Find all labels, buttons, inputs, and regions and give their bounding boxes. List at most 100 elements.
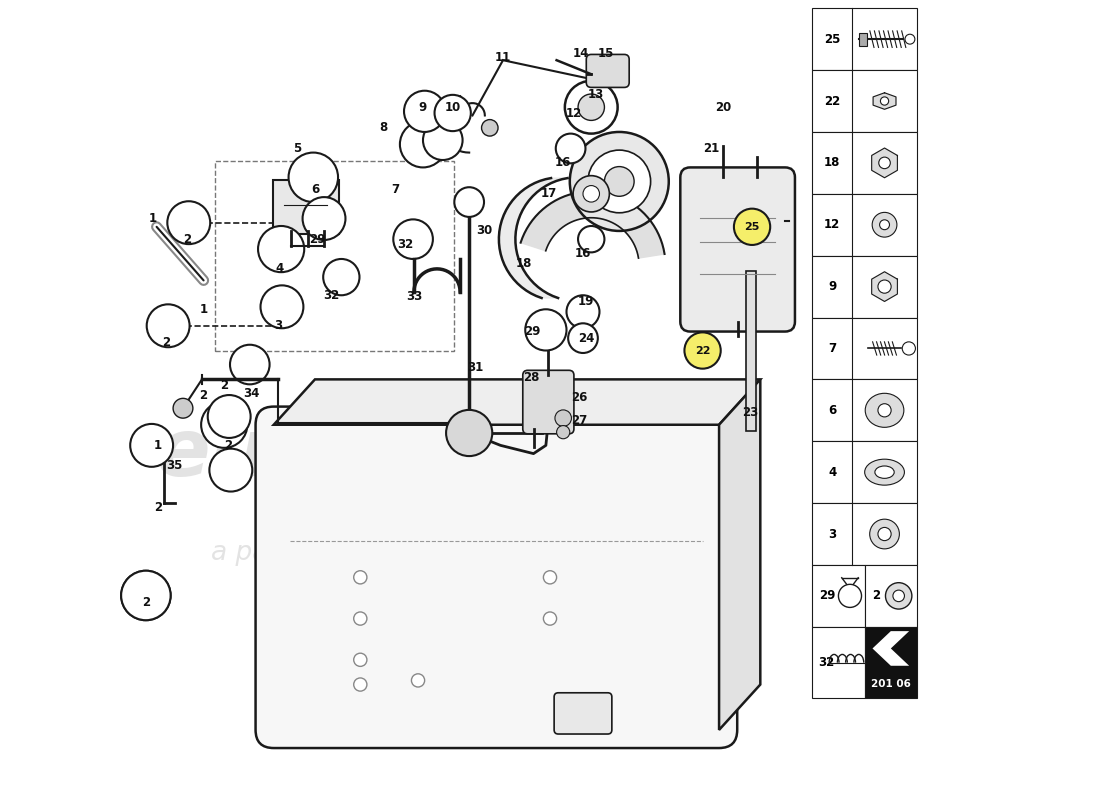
Text: 2: 2	[872, 590, 880, 602]
FancyBboxPatch shape	[586, 54, 629, 87]
FancyBboxPatch shape	[680, 167, 795, 331]
Text: 23: 23	[742, 406, 759, 419]
Ellipse shape	[865, 459, 904, 485]
Circle shape	[684, 332, 721, 369]
Circle shape	[167, 202, 210, 244]
Text: 18: 18	[824, 156, 840, 170]
Circle shape	[905, 34, 915, 44]
Circle shape	[482, 119, 498, 136]
Text: 3: 3	[274, 319, 282, 332]
Circle shape	[880, 97, 889, 105]
Text: 1: 1	[154, 439, 163, 452]
Ellipse shape	[874, 466, 894, 478]
Text: 2: 2	[183, 233, 191, 246]
Text: 29: 29	[524, 325, 540, 338]
Circle shape	[400, 122, 447, 167]
Text: 2: 2	[220, 378, 229, 392]
Circle shape	[354, 678, 367, 691]
Bar	[216, 161, 454, 350]
Circle shape	[893, 590, 904, 602]
Circle shape	[566, 295, 600, 328]
Text: 32: 32	[323, 289, 340, 302]
Text: 20: 20	[715, 101, 732, 114]
Circle shape	[230, 345, 270, 384]
Text: 32: 32	[397, 238, 414, 251]
Text: 6: 6	[311, 183, 319, 196]
Text: 26: 26	[571, 391, 587, 404]
Circle shape	[878, 404, 891, 417]
Bar	[859, 33, 868, 46]
FancyBboxPatch shape	[273, 180, 339, 234]
Bar	[812, 503, 917, 565]
Polygon shape	[872, 631, 910, 666]
Bar	[812, 70, 917, 132]
Bar	[865, 627, 917, 698]
Circle shape	[173, 398, 192, 418]
Circle shape	[121, 570, 170, 620]
Circle shape	[554, 410, 571, 426]
Circle shape	[578, 226, 604, 252]
Circle shape	[879, 157, 890, 169]
Circle shape	[573, 176, 609, 212]
Circle shape	[880, 220, 890, 230]
FancyBboxPatch shape	[255, 406, 737, 748]
Circle shape	[354, 612, 367, 625]
Text: 5: 5	[293, 142, 301, 155]
Text: 9: 9	[418, 101, 427, 114]
Circle shape	[424, 121, 463, 160]
Circle shape	[201, 402, 248, 448]
Polygon shape	[871, 148, 898, 178]
Circle shape	[587, 150, 650, 213]
Bar	[812, 132, 917, 194]
Polygon shape	[871, 272, 898, 302]
Text: 19: 19	[579, 294, 594, 307]
Text: 4: 4	[275, 262, 284, 274]
Circle shape	[121, 570, 170, 620]
Text: 16: 16	[575, 246, 591, 260]
Text: a passion for parts since 1982: a passion for parts since 1982	[210, 539, 609, 566]
Text: 33: 33	[406, 290, 422, 303]
Circle shape	[838, 584, 861, 607]
Bar	[746, 270, 756, 431]
Text: 18: 18	[516, 258, 531, 270]
Circle shape	[870, 519, 900, 549]
Text: 1: 1	[199, 302, 208, 316]
Polygon shape	[274, 379, 760, 425]
Text: 7: 7	[390, 183, 399, 196]
Circle shape	[209, 449, 252, 491]
Text: 12: 12	[565, 107, 582, 120]
Text: 24: 24	[579, 332, 594, 345]
Text: 13: 13	[588, 87, 604, 101]
Circle shape	[878, 280, 891, 293]
Polygon shape	[873, 93, 896, 110]
Bar	[812, 565, 865, 627]
Text: 12: 12	[824, 218, 840, 231]
Circle shape	[556, 134, 585, 163]
Ellipse shape	[866, 394, 904, 427]
Text: 2: 2	[154, 501, 163, 514]
Text: 21: 21	[704, 142, 719, 155]
Circle shape	[447, 410, 493, 456]
Circle shape	[543, 612, 557, 625]
Text: 2: 2	[142, 595, 150, 609]
Text: 28: 28	[522, 371, 539, 384]
Text: 31: 31	[468, 361, 484, 374]
Circle shape	[604, 166, 634, 196]
Text: 14: 14	[572, 47, 588, 60]
Text: 2: 2	[199, 390, 208, 402]
FancyBboxPatch shape	[554, 693, 612, 734]
Circle shape	[130, 424, 173, 467]
Text: 4: 4	[828, 466, 836, 478]
Text: 34: 34	[243, 387, 260, 400]
Text: 201 06: 201 06	[871, 679, 911, 690]
Text: 2: 2	[163, 336, 170, 349]
Text: 25: 25	[745, 222, 760, 232]
Text: 7: 7	[828, 342, 836, 355]
Circle shape	[288, 153, 338, 202]
Circle shape	[543, 570, 557, 584]
Circle shape	[570, 132, 669, 231]
Circle shape	[557, 426, 570, 438]
Text: 27: 27	[571, 414, 587, 427]
Text: 3: 3	[828, 527, 836, 541]
Bar	[812, 256, 917, 318]
